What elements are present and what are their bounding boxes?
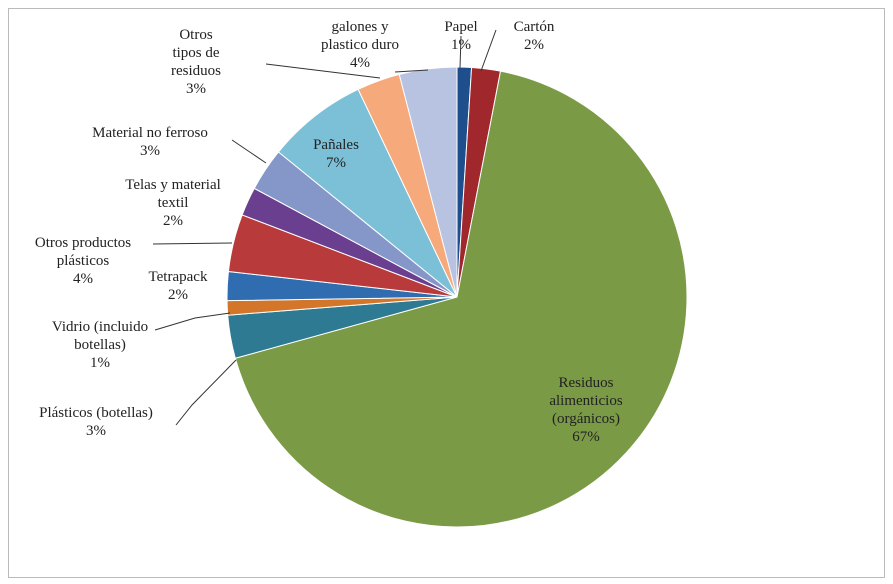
- leader-line: [480, 29, 497, 72]
- category-label: Telas y material textil: [125, 177, 221, 211]
- category-label: Otros tipos de residuos: [171, 27, 221, 79]
- percent-label: 67%: [572, 429, 600, 445]
- leader-lines: [152, 29, 497, 426]
- slice-label: Cartón 2%: [514, 18, 555, 54]
- pie-slice: [234, 70, 688, 528]
- leader-line: [394, 69, 429, 73]
- leader-line: [265, 63, 381, 79]
- percent-label: 4%: [73, 271, 93, 287]
- percent-label: 7%: [325, 155, 346, 171]
- percent-label: 2%: [162, 213, 183, 229]
- slice-label: Telas y material textil 2%: [125, 176, 221, 230]
- percent-label: 3%: [85, 423, 106, 439]
- percent-label: 3%: [139, 143, 160, 159]
- category-label: Papel: [444, 19, 478, 35]
- slice-label: Residuos alimenticios (orgánicos) 67%: [549, 374, 622, 446]
- category-label: Pañales: [313, 137, 359, 153]
- slice-label: Tetrapack 2%: [149, 268, 208, 304]
- slice-label: Pañales 7%: [313, 136, 359, 172]
- category-label: Otros productos plásticos: [34, 235, 132, 269]
- leader-line: [152, 242, 233, 245]
- pie-slice: [398, 66, 458, 298]
- category-label: Vidrio (incluido botellas): [51, 319, 149, 353]
- leader-line: [175, 359, 237, 426]
- leader-line: [154, 312, 231, 331]
- percent-label: 1%: [89, 355, 110, 371]
- slice-label: Plásticos (botellas) 3%: [39, 404, 153, 440]
- slice-label: Material no ferroso 3%: [92, 124, 208, 160]
- category-label: Cartón: [513, 19, 555, 35]
- category-label: galones y plastico duro: [321, 19, 399, 53]
- pie-slice: [277, 88, 458, 298]
- percent-label: 4%: [350, 55, 370, 71]
- slice-label: galones y plastico duro 4%: [321, 18, 399, 72]
- category-label: Plásticos (botellas): [39, 405, 153, 421]
- slice-label: Papel 1%: [444, 18, 477, 54]
- percent-label: 1%: [450, 37, 471, 53]
- percent-label: 3%: [186, 81, 206, 97]
- percent-label: 2%: [523, 37, 544, 53]
- leader-line: [231, 139, 267, 164]
- category-label: Residuos alimenticios (orgánicos): [549, 375, 623, 427]
- slice-label: Otros tipos de residuos 3%: [171, 26, 221, 98]
- category-label: Material no ferroso: [92, 125, 208, 141]
- slice-label: Vidrio (incluido botellas) 1%: [52, 318, 148, 372]
- percent-label: 2%: [167, 287, 188, 303]
- leader-line: [459, 35, 462, 69]
- slice-label: Otros productos plásticos 4%: [35, 234, 131, 288]
- category-label: Tetrapack: [148, 269, 208, 285]
